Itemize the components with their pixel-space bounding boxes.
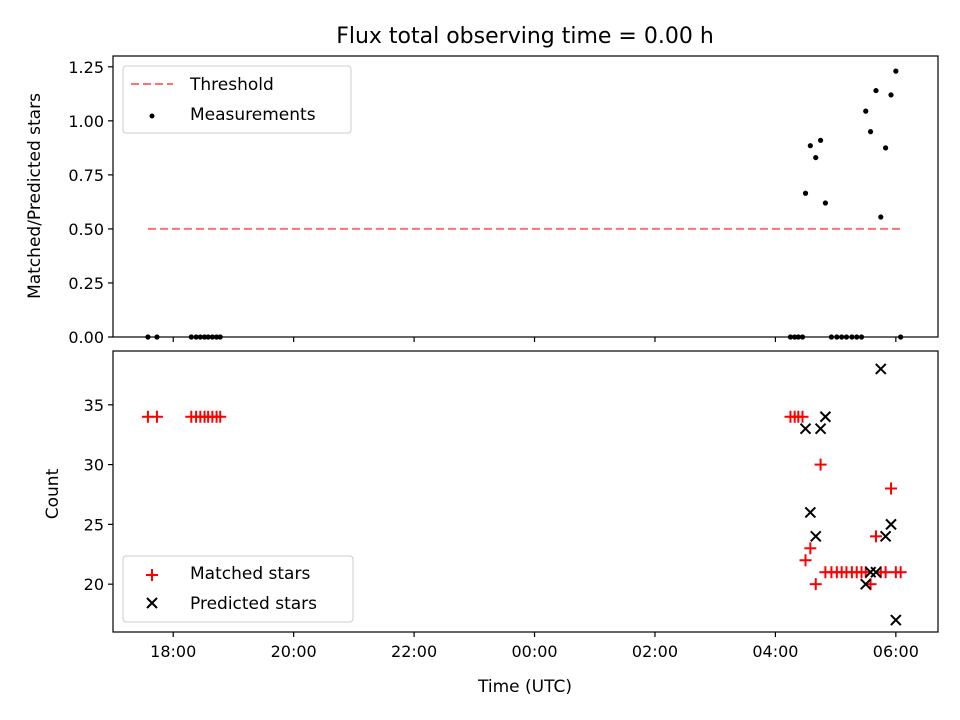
bottom-x-tick-label: 00:00: [511, 642, 557, 661]
measurement-point: [888, 92, 894, 98]
bottom-x-tick-label: 18:00: [150, 642, 196, 661]
x-axis-label: Time (UTC): [477, 677, 572, 697]
legend-threshold-label: Threshold: [189, 75, 274, 95]
matched-star-point: [214, 410, 227, 423]
measurement-point: [822, 200, 828, 206]
measurement-point: [867, 129, 874, 135]
predicted-star-point: [804, 506, 817, 519]
matched-star-point: [879, 566, 892, 579]
bottom-y-axis-label: Count: [43, 468, 63, 519]
bottom-panel: 20 25 30 35 18:00 20:00 22:00 00:00 02:00 04:00 06…: [43, 350, 939, 697]
measurement-point: [883, 145, 889, 151]
measurement-point: [878, 214, 884, 220]
matched-star-point: [799, 554, 812, 567]
predicted-star-point: [879, 530, 892, 543]
measurement-point: [817, 137, 824, 143]
matched-star-point: [809, 578, 822, 591]
measurement-point: [873, 87, 879, 94]
chart-title: Flux total observing time = 0.00 h: [336, 24, 714, 49]
top-legend-box: [122, 65, 352, 134]
predicted-star-point: [875, 363, 887, 375]
top-axes-frame: [112, 55, 939, 338]
bottom-y-tick-label: 25: [84, 515, 104, 534]
top-y-tick-label: 0.00: [68, 328, 104, 347]
bottom-x-tick-label: 06:00: [873, 642, 919, 661]
predicted-star-point: [870, 566, 882, 578]
bottom-axes-frame: [112, 350, 939, 633]
bottom-axis-ticks: 20 25 30 35 18:00 20:00 22:00 00:00 02:00 04:00 06…: [84, 396, 919, 661]
matched-star-point: [894, 566, 907, 579]
bottom-x-tick-label: 22:00: [391, 642, 437, 661]
top-axis-ticks: 0.00 0.25 0.50 0.75 1.00 1.25: [68, 58, 897, 347]
legend-matched-label: Matched stars: [190, 564, 310, 584]
matched-star-point: [885, 482, 898, 495]
bottom-plot-marks: [141, 363, 907, 626]
bottom-legend: Matched stars Predicted stars: [122, 555, 354, 623]
top-legend: Threshold Measurements: [122, 65, 352, 134]
predicted-star-point: [890, 614, 902, 626]
measurement-point: [893, 68, 899, 74]
top-y-tick-label: 0.25: [68, 274, 104, 293]
measurement-point: [863, 108, 869, 114]
predicted-star-point: [810, 530, 822, 543]
top-y-tick-label: 0.75: [68, 166, 104, 185]
predicted-star-point: [860, 578, 872, 590]
matched-star-point: [804, 542, 817, 555]
bottom-x-tick-label: 04:00: [752, 642, 798, 661]
bottom-x-tick-label: 02:00: [632, 642, 678, 661]
measurement-point: [813, 154, 819, 161]
legend-measurements-label: Measurements: [190, 105, 316, 125]
matched-star-point: [869, 530, 882, 543]
legend-measurements-swatch: [149, 113, 155, 119]
predicted-star-point: [814, 423, 827, 435]
measurement-point: [802, 190, 809, 196]
matched-star-point: [150, 410, 163, 423]
top-y-tick-label: 0.50: [68, 220, 104, 239]
bottom-y-tick-label: 30: [84, 456, 104, 475]
bottom-y-tick-label: 20: [84, 575, 104, 594]
bottom-legend-box: [122, 555, 354, 623]
bottom-y-tick-label: 35: [84, 396, 104, 415]
legend-predicted-swatch: [146, 597, 158, 609]
matched-star-point: [814, 458, 827, 471]
top-y-tick-label: 1.25: [68, 58, 104, 77]
legend-predicted-label: Predicted stars: [190, 594, 317, 614]
predicted-star-point: [799, 423, 812, 435]
predicted-star-point: [819, 411, 832, 423]
top-panel: 0.00 0.25 0.50 0.75 1.00 1.25 Matched/Predict…: [25, 55, 939, 347]
top-y-tick-label: 1.00: [68, 112, 104, 131]
measurement-point: [807, 143, 813, 149]
matched-star-point: [796, 410, 809, 423]
bottom-x-tick-label: 20:00: [271, 642, 317, 661]
predicted-star-point: [885, 518, 897, 531]
top-y-axis-label: Matched/Predicted stars: [25, 93, 45, 299]
legend-matched-swatch: [146, 569, 158, 581]
